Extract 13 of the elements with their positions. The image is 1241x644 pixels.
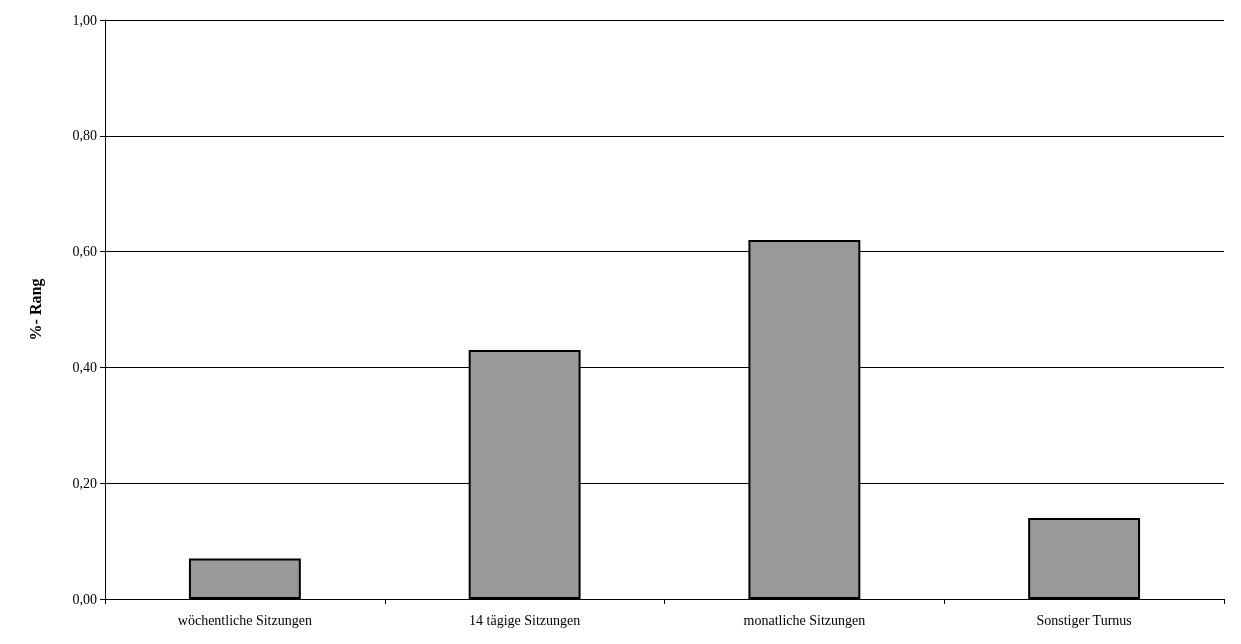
y-tick-label: 0,60 [72, 244, 97, 260]
x-tick-label: Sonstiger Turnus [1036, 612, 1132, 628]
bar [188, 558, 301, 599]
x-tick-label: wöchentliche Sitzungen [177, 612, 312, 628]
y-tick-label: 0,00 [72, 591, 97, 607]
x-tick-label: 14 tägige Sitzungen [469, 612, 581, 628]
y-tick-label: 0,80 [72, 128, 97, 144]
x-tick-label: monatliche Sitzungen [743, 612, 866, 628]
y-tick-label: 1,00 [72, 12, 97, 28]
y-axis-title: %- Rang [26, 278, 45, 341]
y-tick-label: 0,20 [72, 475, 97, 491]
y-tick-label: 0,40 [72, 359, 97, 375]
bar [1028, 517, 1141, 599]
